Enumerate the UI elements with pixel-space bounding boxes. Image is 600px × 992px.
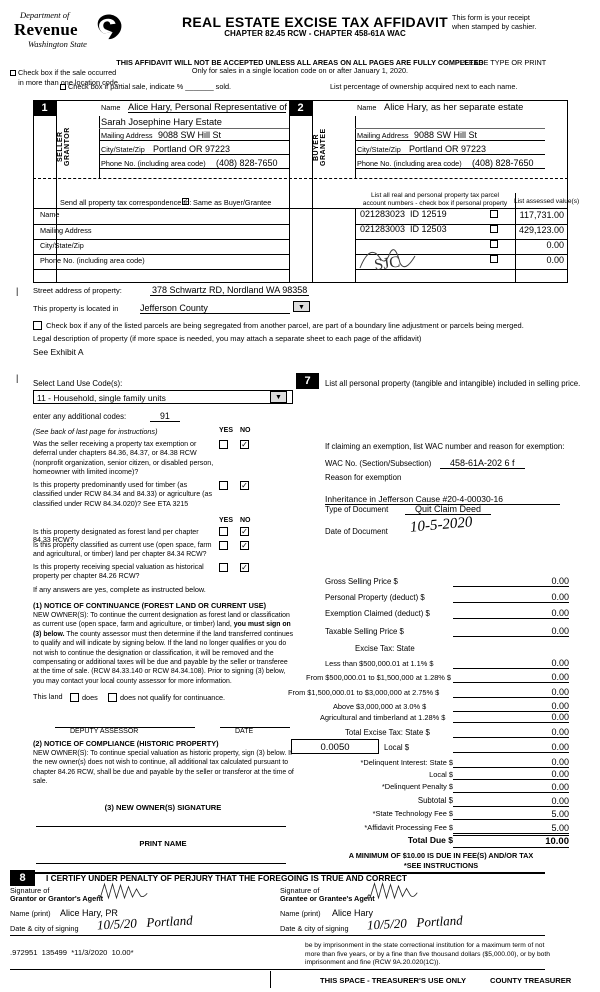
svg-text:SJC: SJC — [373, 254, 401, 274]
